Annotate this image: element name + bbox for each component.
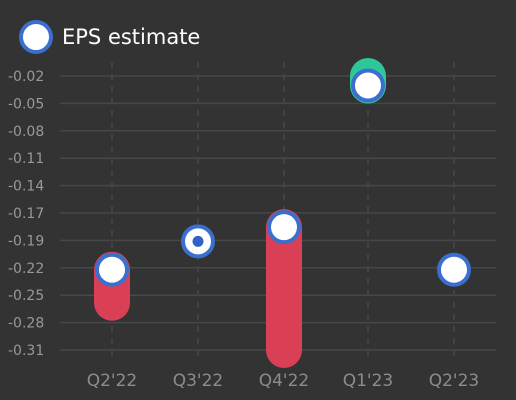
y-tick-label: -0.19	[8, 233, 44, 249]
x-tick-label: Q2'23	[429, 371, 480, 391]
x-tick-label: Q1'23	[343, 371, 394, 391]
estimate-point[interactable]	[95, 252, 129, 287]
y-axis: -0.02 -0.05 -0.08 -0.11 -0.14 -0.17 -0.19 -0.22…	[8, 69, 44, 359]
y-tick-label: -0.25	[8, 288, 44, 304]
x-tick-label: Q4'22	[259, 371, 310, 391]
legend-label: EPS estimate	[62, 25, 200, 49]
x-tick-label: Q3'22	[173, 371, 224, 391]
estimate-point[interactable]	[267, 210, 301, 245]
y-tick-label: -0.17	[8, 206, 44, 222]
y-tick-label: -0.05	[8, 96, 44, 112]
x-axis: Q2'22 Q3'22 Q4'22 Q1'23 Q2'23	[87, 371, 480, 391]
estimate-point[interactable]	[437, 252, 471, 287]
estimate-markers	[95, 68, 471, 287]
y-tick-label: -0.02	[8, 69, 44, 85]
y-tick-label: -0.14	[8, 179, 44, 195]
estimate-point[interactable]	[351, 68, 385, 103]
x-tick-label: Q2'22	[87, 371, 138, 391]
estimate-point-center	[192, 235, 204, 247]
y-tick-label: -0.11	[8, 151, 44, 167]
legend[interactable]: EPS estimate	[19, 20, 200, 54]
y-tick-label: -0.08	[8, 124, 44, 140]
y-tick-label: -0.22	[8, 261, 44, 277]
legend-marker	[19, 20, 53, 54]
y-tick-label: -0.31	[8, 343, 44, 359]
y-tick-label: -0.28	[8, 316, 44, 332]
